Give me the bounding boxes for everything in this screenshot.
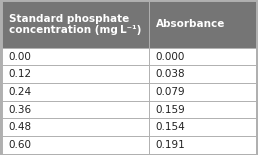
Text: Absorbance: Absorbance: [156, 20, 225, 29]
Text: 0.48: 0.48: [9, 122, 32, 132]
Text: 0.36: 0.36: [9, 105, 32, 115]
Text: 0.12: 0.12: [9, 69, 32, 79]
Text: 0.24: 0.24: [9, 87, 32, 97]
Text: 0.000: 0.000: [156, 52, 185, 62]
Text: 0.154: 0.154: [156, 122, 186, 132]
Text: 0.00: 0.00: [9, 52, 31, 62]
Text: 0.60: 0.60: [9, 140, 31, 150]
Text: 0.191: 0.191: [156, 140, 186, 150]
Text: Standard phosphate
concentration (mg L⁻¹): Standard phosphate concentration (mg L⁻¹…: [9, 14, 141, 35]
Text: 0.159: 0.159: [156, 105, 186, 115]
Text: 0.079: 0.079: [156, 87, 186, 97]
Text: 0.038: 0.038: [156, 69, 186, 79]
